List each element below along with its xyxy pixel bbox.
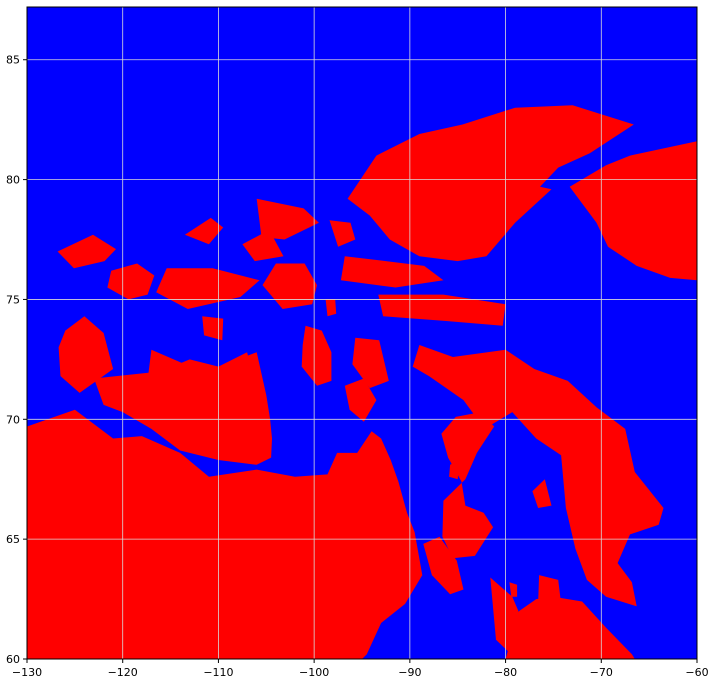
x-tick-label: −120 [108, 666, 138, 679]
x-axis: −130 −120 −110 −100 −90 −80 −70 −60 [12, 659, 709, 679]
land-region-8 [412, 345, 664, 607]
plot-frame [26, 6, 698, 660]
land-region-10 [423, 536, 464, 595]
land-region-13 [347, 105, 634, 262]
y-tick-label: 85 [6, 54, 20, 67]
y-tick-label: 80 [6, 174, 20, 187]
y-axis: 60 65 70 75 80 85 [6, 54, 27, 666]
land-region-29 [509, 582, 518, 597]
x-tick-label: −100 [299, 666, 329, 679]
land-region-25 [325, 299, 337, 317]
x-tick-label: −70 [590, 666, 613, 679]
land-region-20 [57, 234, 116, 269]
y-tick-label: 75 [6, 293, 20, 306]
land-region-30 [538, 575, 562, 604]
land-region-19 [156, 268, 260, 309]
land-region-6 [352, 337, 389, 389]
x-tick-label: −130 [12, 666, 42, 679]
land-region-26 [202, 316, 224, 341]
x-tick-label: −60 [685, 666, 708, 679]
land-region-9 [441, 412, 495, 559]
land-region-4 [58, 316, 114, 393]
x-tick-label: −110 [203, 666, 233, 679]
y-tick-label: 65 [6, 533, 20, 546]
land-region-7 [344, 378, 377, 422]
land-region-15 [262, 263, 317, 309]
land-region-12 [505, 596, 635, 659]
x-tick-label: −80 [494, 666, 517, 679]
land-region-1 [27, 409, 423, 659]
y-tick-label: 60 [6, 653, 20, 666]
land-regions [27, 105, 697, 659]
land-region-3 [146, 349, 252, 408]
land-region-28 [532, 479, 552, 508]
land-region-18 [107, 263, 155, 300]
x-tick-label: −90 [398, 666, 421, 679]
land-region-23 [329, 220, 356, 247]
land-region-24 [184, 217, 224, 245]
land-region-22 [256, 198, 319, 240]
y-tick-label: 70 [6, 413, 20, 426]
land-region-27 [449, 460, 460, 480]
land-region-5 [301, 325, 332, 386]
land-region-16 [340, 256, 444, 288]
